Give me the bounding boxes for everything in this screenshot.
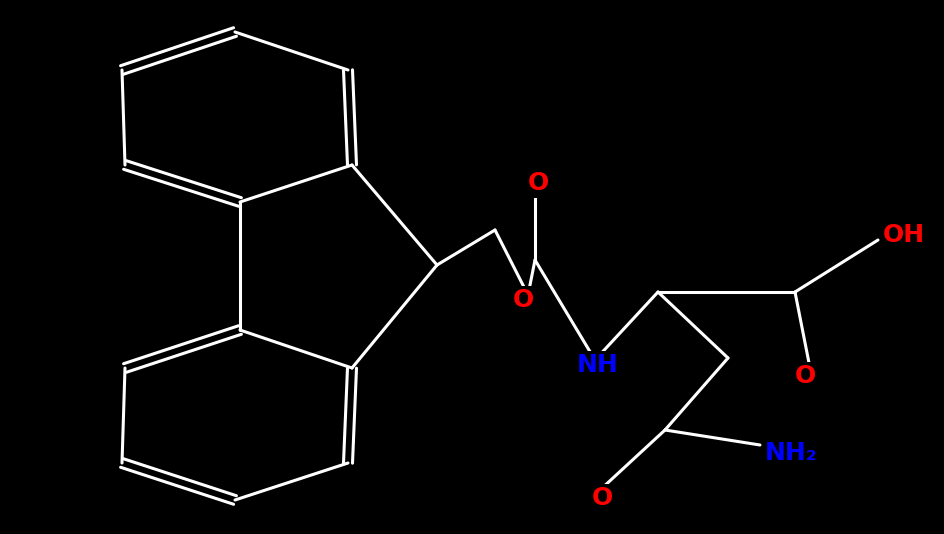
- Text: OH: OH: [883, 223, 925, 247]
- Text: O: O: [794, 364, 816, 388]
- Text: O: O: [591, 486, 613, 510]
- Text: O: O: [528, 171, 548, 195]
- Text: NH₂: NH₂: [765, 441, 818, 465]
- Text: O: O: [513, 288, 533, 312]
- Text: NH: NH: [577, 353, 619, 377]
